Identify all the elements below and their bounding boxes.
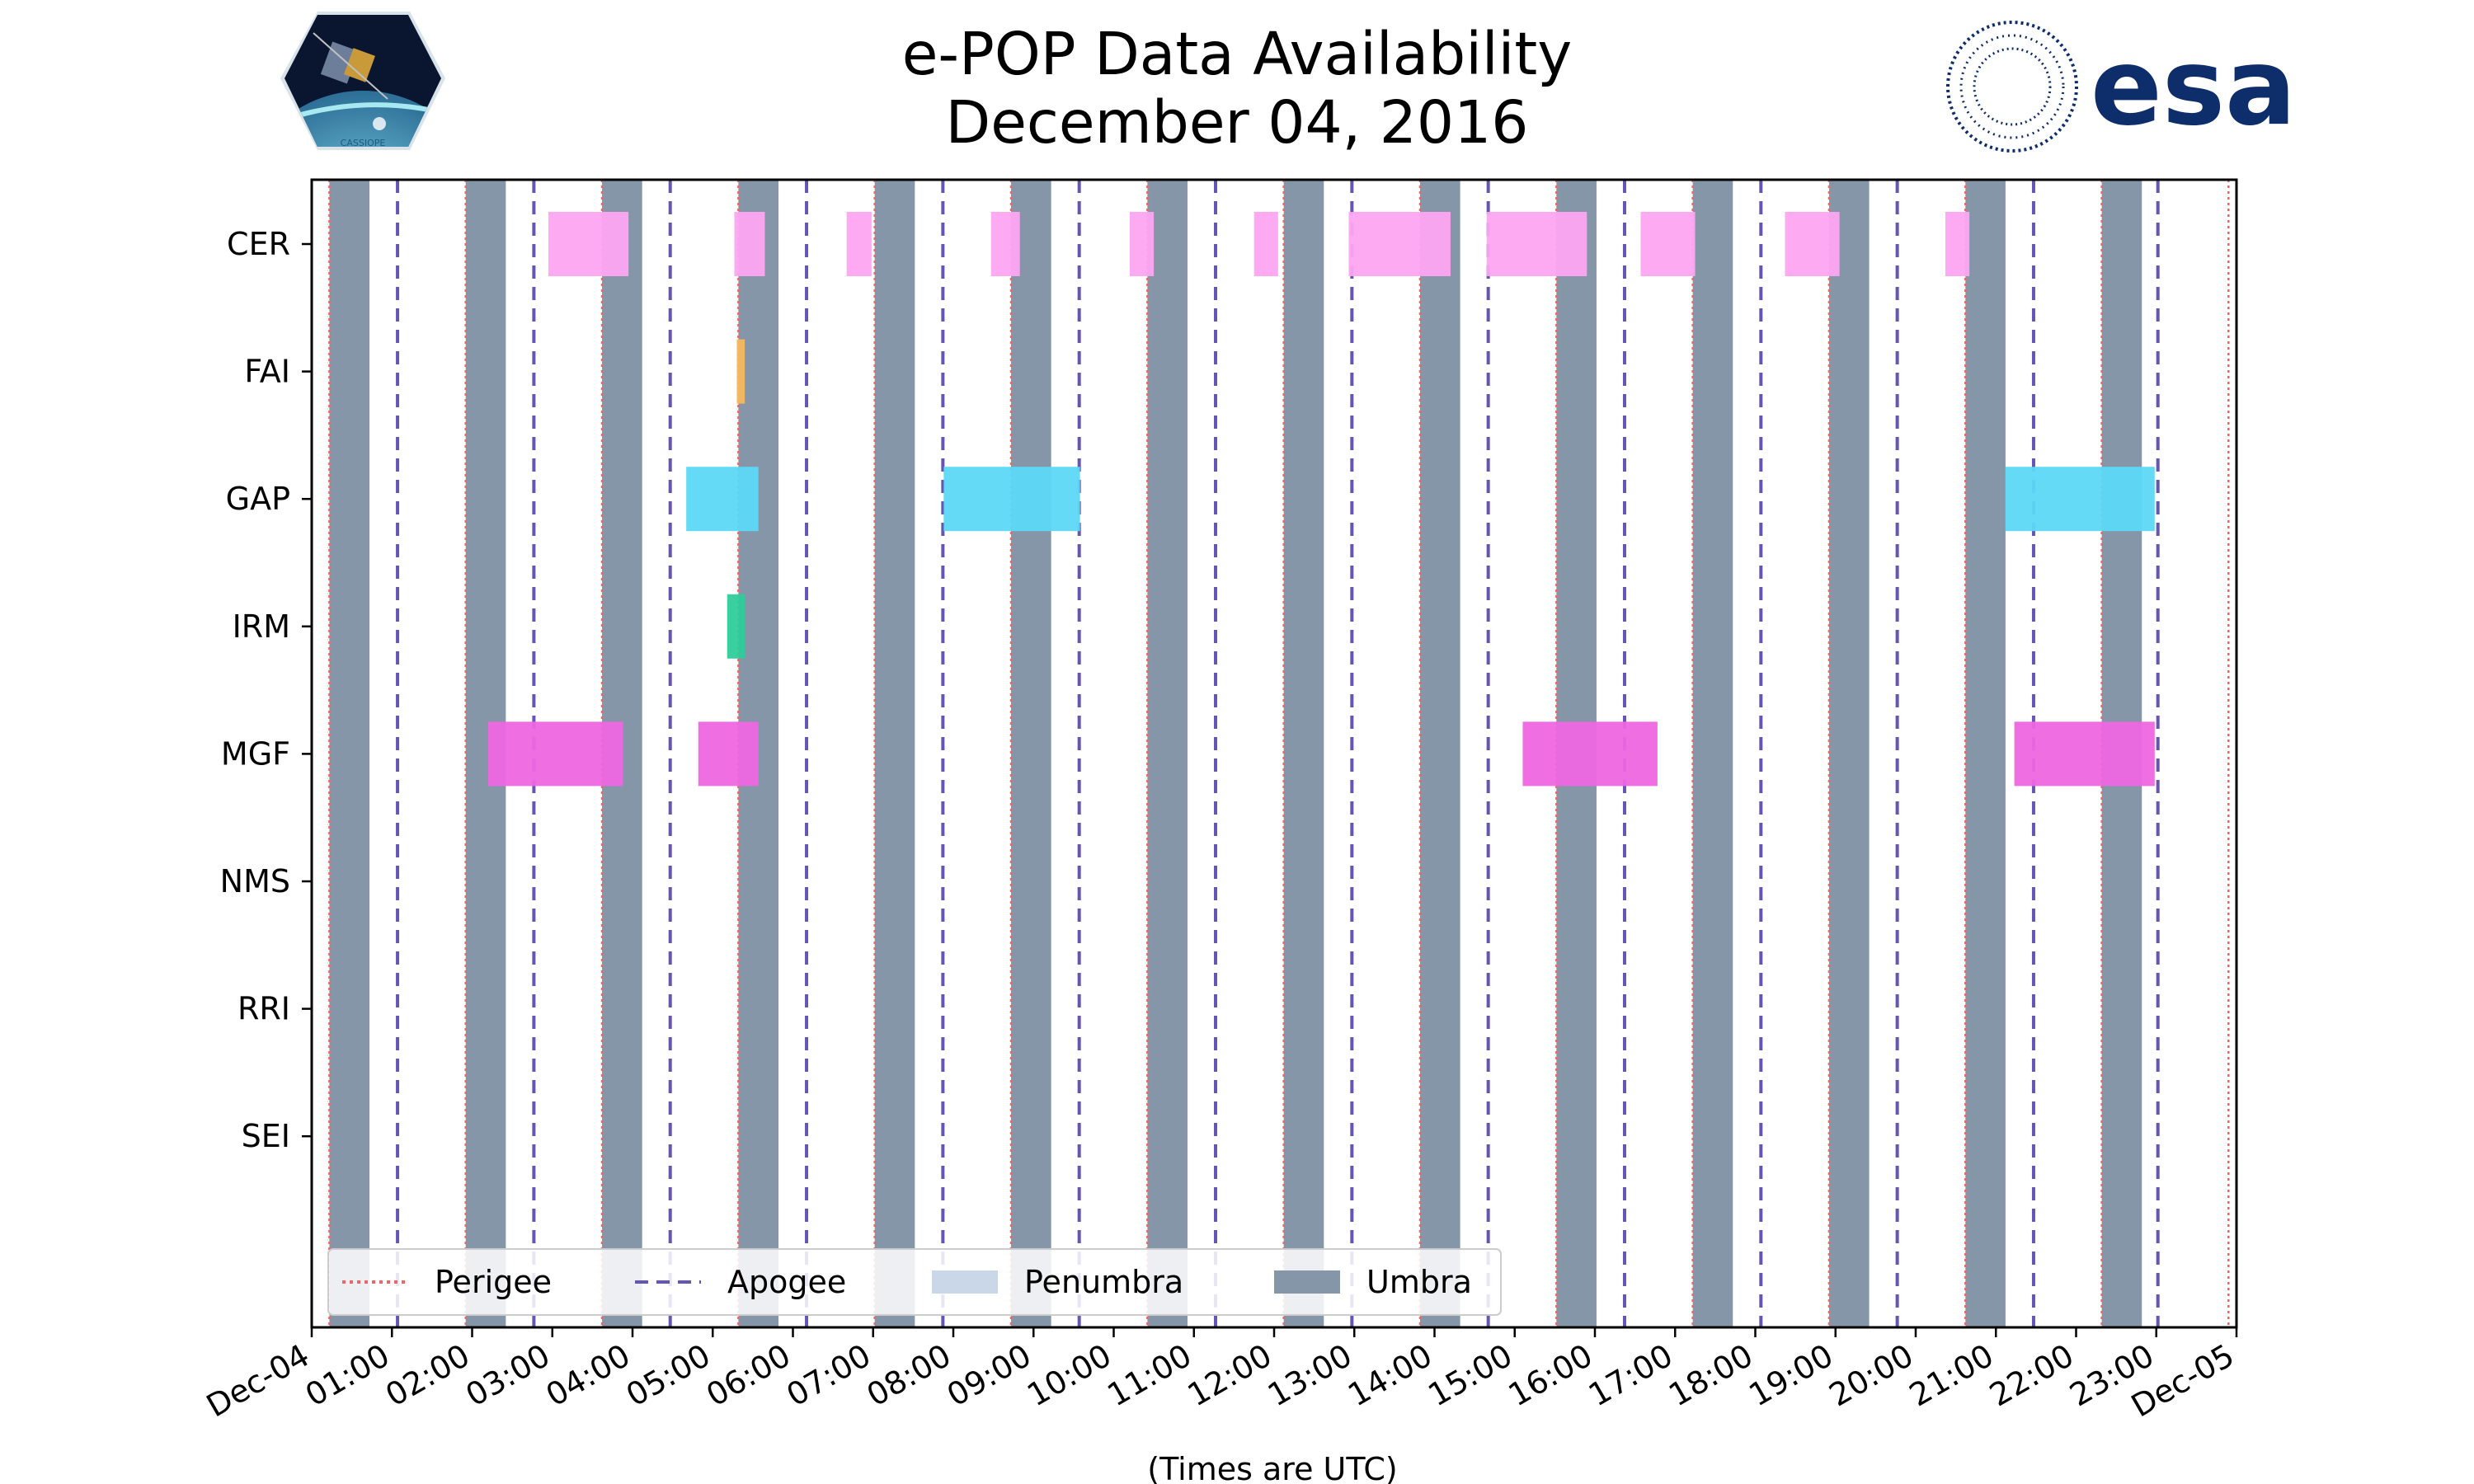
x-tick-label: 18:00 xyxy=(1663,1337,1759,1414)
umbra-band xyxy=(1147,180,1188,1327)
x-tick-label: 15:00 xyxy=(1422,1337,1518,1414)
availability-bar-cer xyxy=(1945,212,1970,276)
availability-bar-gap xyxy=(943,467,1080,532)
legend-label-umbra: Umbra xyxy=(1366,1264,1472,1300)
availability-bar-cer xyxy=(548,212,629,276)
x-tick-label: 14:00 xyxy=(1342,1337,1438,1414)
y-tick-label: MGF xyxy=(221,735,290,772)
x-tick-label: 03:00 xyxy=(459,1337,556,1414)
x-axis-label: (Times are UTC) xyxy=(1147,1451,1397,1484)
legend-label-apogee: Apogee xyxy=(727,1264,846,1300)
y-tick-label: RRI xyxy=(238,991,290,1027)
x-tick-label: 20:00 xyxy=(1823,1337,1920,1414)
availability-bar-gap xyxy=(686,467,759,532)
availability-bar-mgf xyxy=(2014,721,2155,787)
x-tick-label: 06:00 xyxy=(700,1337,797,1414)
x-tick-label: 10:00 xyxy=(1021,1337,1117,1414)
availability-bar-cer xyxy=(846,212,872,276)
availability-bar-cer xyxy=(1486,212,1587,276)
x-tick-label: 19:00 xyxy=(1743,1337,1839,1414)
availability-bar-mgf xyxy=(698,721,759,787)
availability-bar-cer xyxy=(1253,212,1278,276)
availability-bar-irm xyxy=(727,594,745,659)
y-tick-label: SEI xyxy=(242,1118,290,1154)
availability-bar-fai xyxy=(736,339,745,404)
legend: Perigee Apogee Penumbra Umbra xyxy=(327,1248,1502,1316)
umbra-band xyxy=(1419,180,1460,1327)
x-tick-label: 02:00 xyxy=(379,1337,476,1414)
y-tick-label: IRM xyxy=(233,608,290,645)
x-tick-label: 16:00 xyxy=(1503,1337,1599,1414)
x-tick-label: 13:00 xyxy=(1262,1337,1358,1414)
x-tick-label: 09:00 xyxy=(941,1337,1037,1414)
umbra-band xyxy=(1011,180,1051,1327)
legend-label-perigee: Perigee xyxy=(435,1264,552,1300)
y-tick-label: NMS xyxy=(220,863,290,899)
availability-bar-cer xyxy=(1129,212,1155,276)
legend-swatch-penumbra xyxy=(932,1270,998,1294)
availability-bars xyxy=(487,212,2155,787)
esa-logo-text: esa xyxy=(2091,26,2296,149)
y-tick-label: FAI xyxy=(244,354,290,390)
availability-bar-cer xyxy=(1640,212,1696,276)
y-tick-label: GAP xyxy=(226,481,290,517)
x-tick-label: 01:00 xyxy=(299,1337,396,1414)
x-tick-label: 12:00 xyxy=(1182,1337,1278,1414)
legend-box xyxy=(327,1248,1502,1316)
umbra-band xyxy=(329,180,370,1327)
legend-swatch-umbra xyxy=(1274,1270,1340,1294)
x-tick-label: 17:00 xyxy=(1583,1337,1679,1414)
x-tick-label: 08:00 xyxy=(861,1337,957,1414)
x-tick-label: 05:00 xyxy=(620,1337,717,1414)
x-tick-label: 21:00 xyxy=(1903,1337,2000,1414)
availability-bar-mgf xyxy=(487,721,623,787)
chart-title: e-POP Data Availability xyxy=(902,20,1572,88)
availability-bar-cer xyxy=(734,212,765,276)
cassiope-logo: CASSIOPE xyxy=(280,12,445,150)
umbra-band xyxy=(1828,180,1870,1327)
legend-label-penumbra: Penumbra xyxy=(1024,1264,1183,1300)
umbra-band xyxy=(1283,180,1324,1327)
esa-logo: esa xyxy=(1946,21,2296,153)
umbra-band xyxy=(874,180,915,1327)
availability-bar-cer xyxy=(1785,212,1840,276)
x-tick-label: 22:00 xyxy=(1983,1337,2080,1414)
umbra-band xyxy=(1692,180,1733,1327)
x-tick-label: 07:00 xyxy=(780,1337,877,1414)
x-tick-label: 04:00 xyxy=(540,1337,637,1414)
chart-subtitle: December 04, 2016 xyxy=(946,88,1529,157)
availability-bar-mgf xyxy=(1522,721,1658,787)
cassiope-logo-text: CASSIOPE xyxy=(341,138,386,148)
umbra-band xyxy=(1965,180,2006,1327)
availability-bar-cer xyxy=(990,212,1020,276)
availability-bar-cer xyxy=(1348,212,1451,276)
availability-bar-gap xyxy=(2005,467,2155,532)
x-tick-label: 11:00 xyxy=(1101,1337,1197,1414)
x-tick-label: Dec-04 xyxy=(200,1337,315,1425)
y-tick-label: CER xyxy=(227,226,290,262)
